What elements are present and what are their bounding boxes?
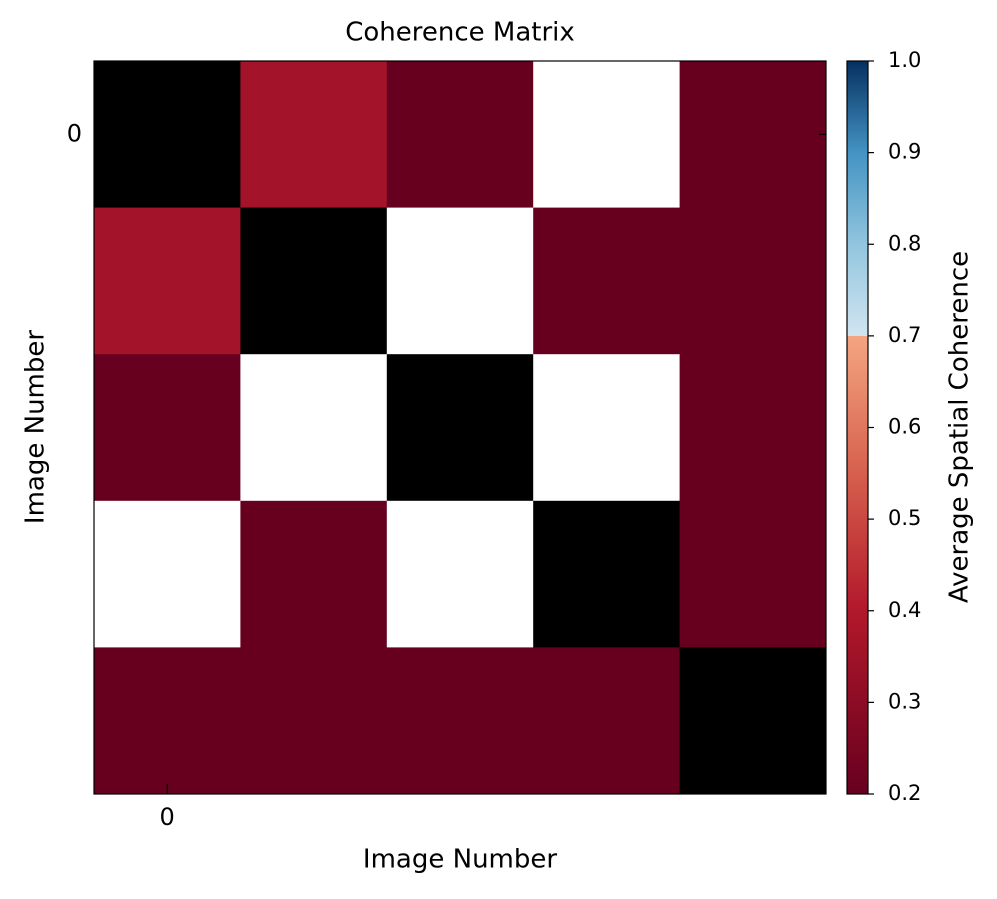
heatmap-cell <box>679 647 827 795</box>
y-axis-label: Image Number <box>21 330 51 524</box>
colorbar-tick-label: 0.4 <box>888 598 921 622</box>
colorbar <box>846 60 869 795</box>
heatmap-cell <box>386 354 534 502</box>
colorbar-label: Average Spatial Coherence <box>945 251 975 603</box>
heatmap-cell <box>679 500 827 648</box>
x-axis-label: Image Number <box>363 845 557 875</box>
heatmap-cell <box>533 207 681 355</box>
colorbar-tick-label: 1.0 <box>888 48 921 72</box>
colorbar-tick-label: 0.6 <box>888 415 921 439</box>
heatmap-cell <box>386 647 534 795</box>
heatmap-cell <box>94 354 241 502</box>
heatmap-cell <box>94 61 241 209</box>
heatmap-cell <box>533 500 681 648</box>
heatmap-cell <box>240 61 388 209</box>
heatmap-cell <box>679 207 827 355</box>
heatmap-cell <box>386 61 534 209</box>
x-tick-label: 0 <box>160 803 175 831</box>
heatmap-cell <box>94 500 241 648</box>
heatmap-cell <box>386 500 534 648</box>
heatmap-cell <box>240 647 388 795</box>
heatmap-cell <box>240 207 388 355</box>
heatmap-cell <box>386 207 534 355</box>
heatmap-cell <box>679 61 827 209</box>
heatmap-cell <box>679 354 827 502</box>
colorbar-tick-label: 0.7 <box>888 323 921 347</box>
heatmap-cell <box>94 207 241 355</box>
heatmap-cell <box>94 647 241 795</box>
colorbar-tick-label: 0.3 <box>888 689 921 713</box>
heatmap-cell <box>240 500 388 648</box>
colorbar-tick-label: 0.9 <box>888 140 921 164</box>
y-tick-label: 0 <box>67 119 82 147</box>
colorbar-tick-label: 0.5 <box>888 506 921 530</box>
colorbar-tick-label: 0.8 <box>888 231 921 255</box>
plot-frame <box>93 60 827 795</box>
heatmap-cell <box>533 647 681 795</box>
heatmap-cell <box>533 354 681 502</box>
colorbar-tick-label: 0.2 <box>888 781 921 805</box>
chart-title: Coherence Matrix <box>345 18 575 48</box>
heatmap-cell <box>240 354 388 502</box>
heatmap-cell <box>533 61 681 209</box>
